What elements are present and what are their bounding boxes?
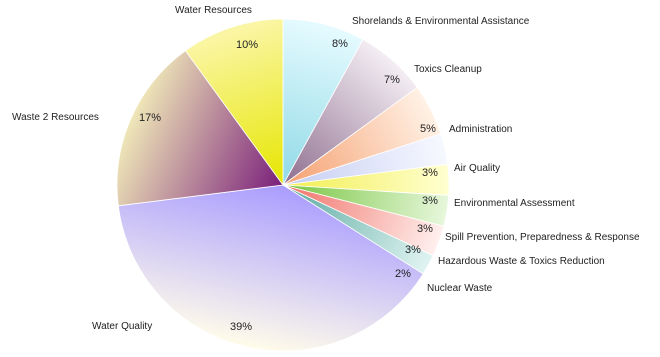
slice-label-nuclear-waste: Nuclear Waste — [427, 283, 493, 294]
pie-labels: Shorelands & Environmental Assistance 8% T… — [12, 5, 640, 333]
slice-label-hazardous-waste-and-toxics-reduction: Hazardous Waste & Toxics Reduction — [438, 256, 605, 267]
slice-value-water-quality: 39% — [230, 321, 252, 333]
pie-slice-waste-2-resources — [116, 50, 284, 207]
pie-slice-water-resources — [184, 18, 284, 187]
pie-slice-water-quality — [117, 184, 424, 352]
slice-value-nuclear-waste: 2% — [395, 268, 411, 280]
slice-label-air-quality: Air Quality — [454, 163, 500, 174]
slice-value-hazardous-waste-and-toxics-reduction: 3% — [405, 244, 421, 256]
slice-label-spill-prevention-preparedness-and-response: Spill Prevention, Preparedness & Respons… — [445, 232, 640, 243]
slice-label-toxics-cleanup: Toxics Cleanup — [414, 64, 482, 75]
slice-value-shorelands-and-environmental-assistance: 8% — [332, 38, 348, 50]
slice-value-water-resources: 10% — [236, 39, 258, 51]
slice-label-water-quality: Water Quality — [92, 321, 152, 332]
slice-label-waste-2-resources: Waste 2 Resources — [12, 112, 99, 123]
slice-label-administration: Administration — [449, 124, 512, 135]
slice-value-administration: 5% — [420, 123, 436, 135]
slice-label-shorelands-and-environmental-assistance: Shorelands & Environmental Assistance — [352, 16, 530, 27]
pie-slices — [116, 18, 450, 352]
slice-label-water-resources: Water Resources — [175, 5, 252, 16]
slice-value-waste-2-resources: 17% — [139, 112, 161, 124]
slice-value-air-quality: 3% — [422, 167, 438, 179]
slice-label-environmental-assessment: Environmental Assessment — [454, 198, 575, 209]
slice-value-environmental-assessment: 3% — [422, 195, 438, 207]
slice-value-toxics-cleanup: 7% — [384, 74, 400, 86]
slice-value-spill-prevention-preparedness-and-response: 3% — [417, 223, 433, 235]
